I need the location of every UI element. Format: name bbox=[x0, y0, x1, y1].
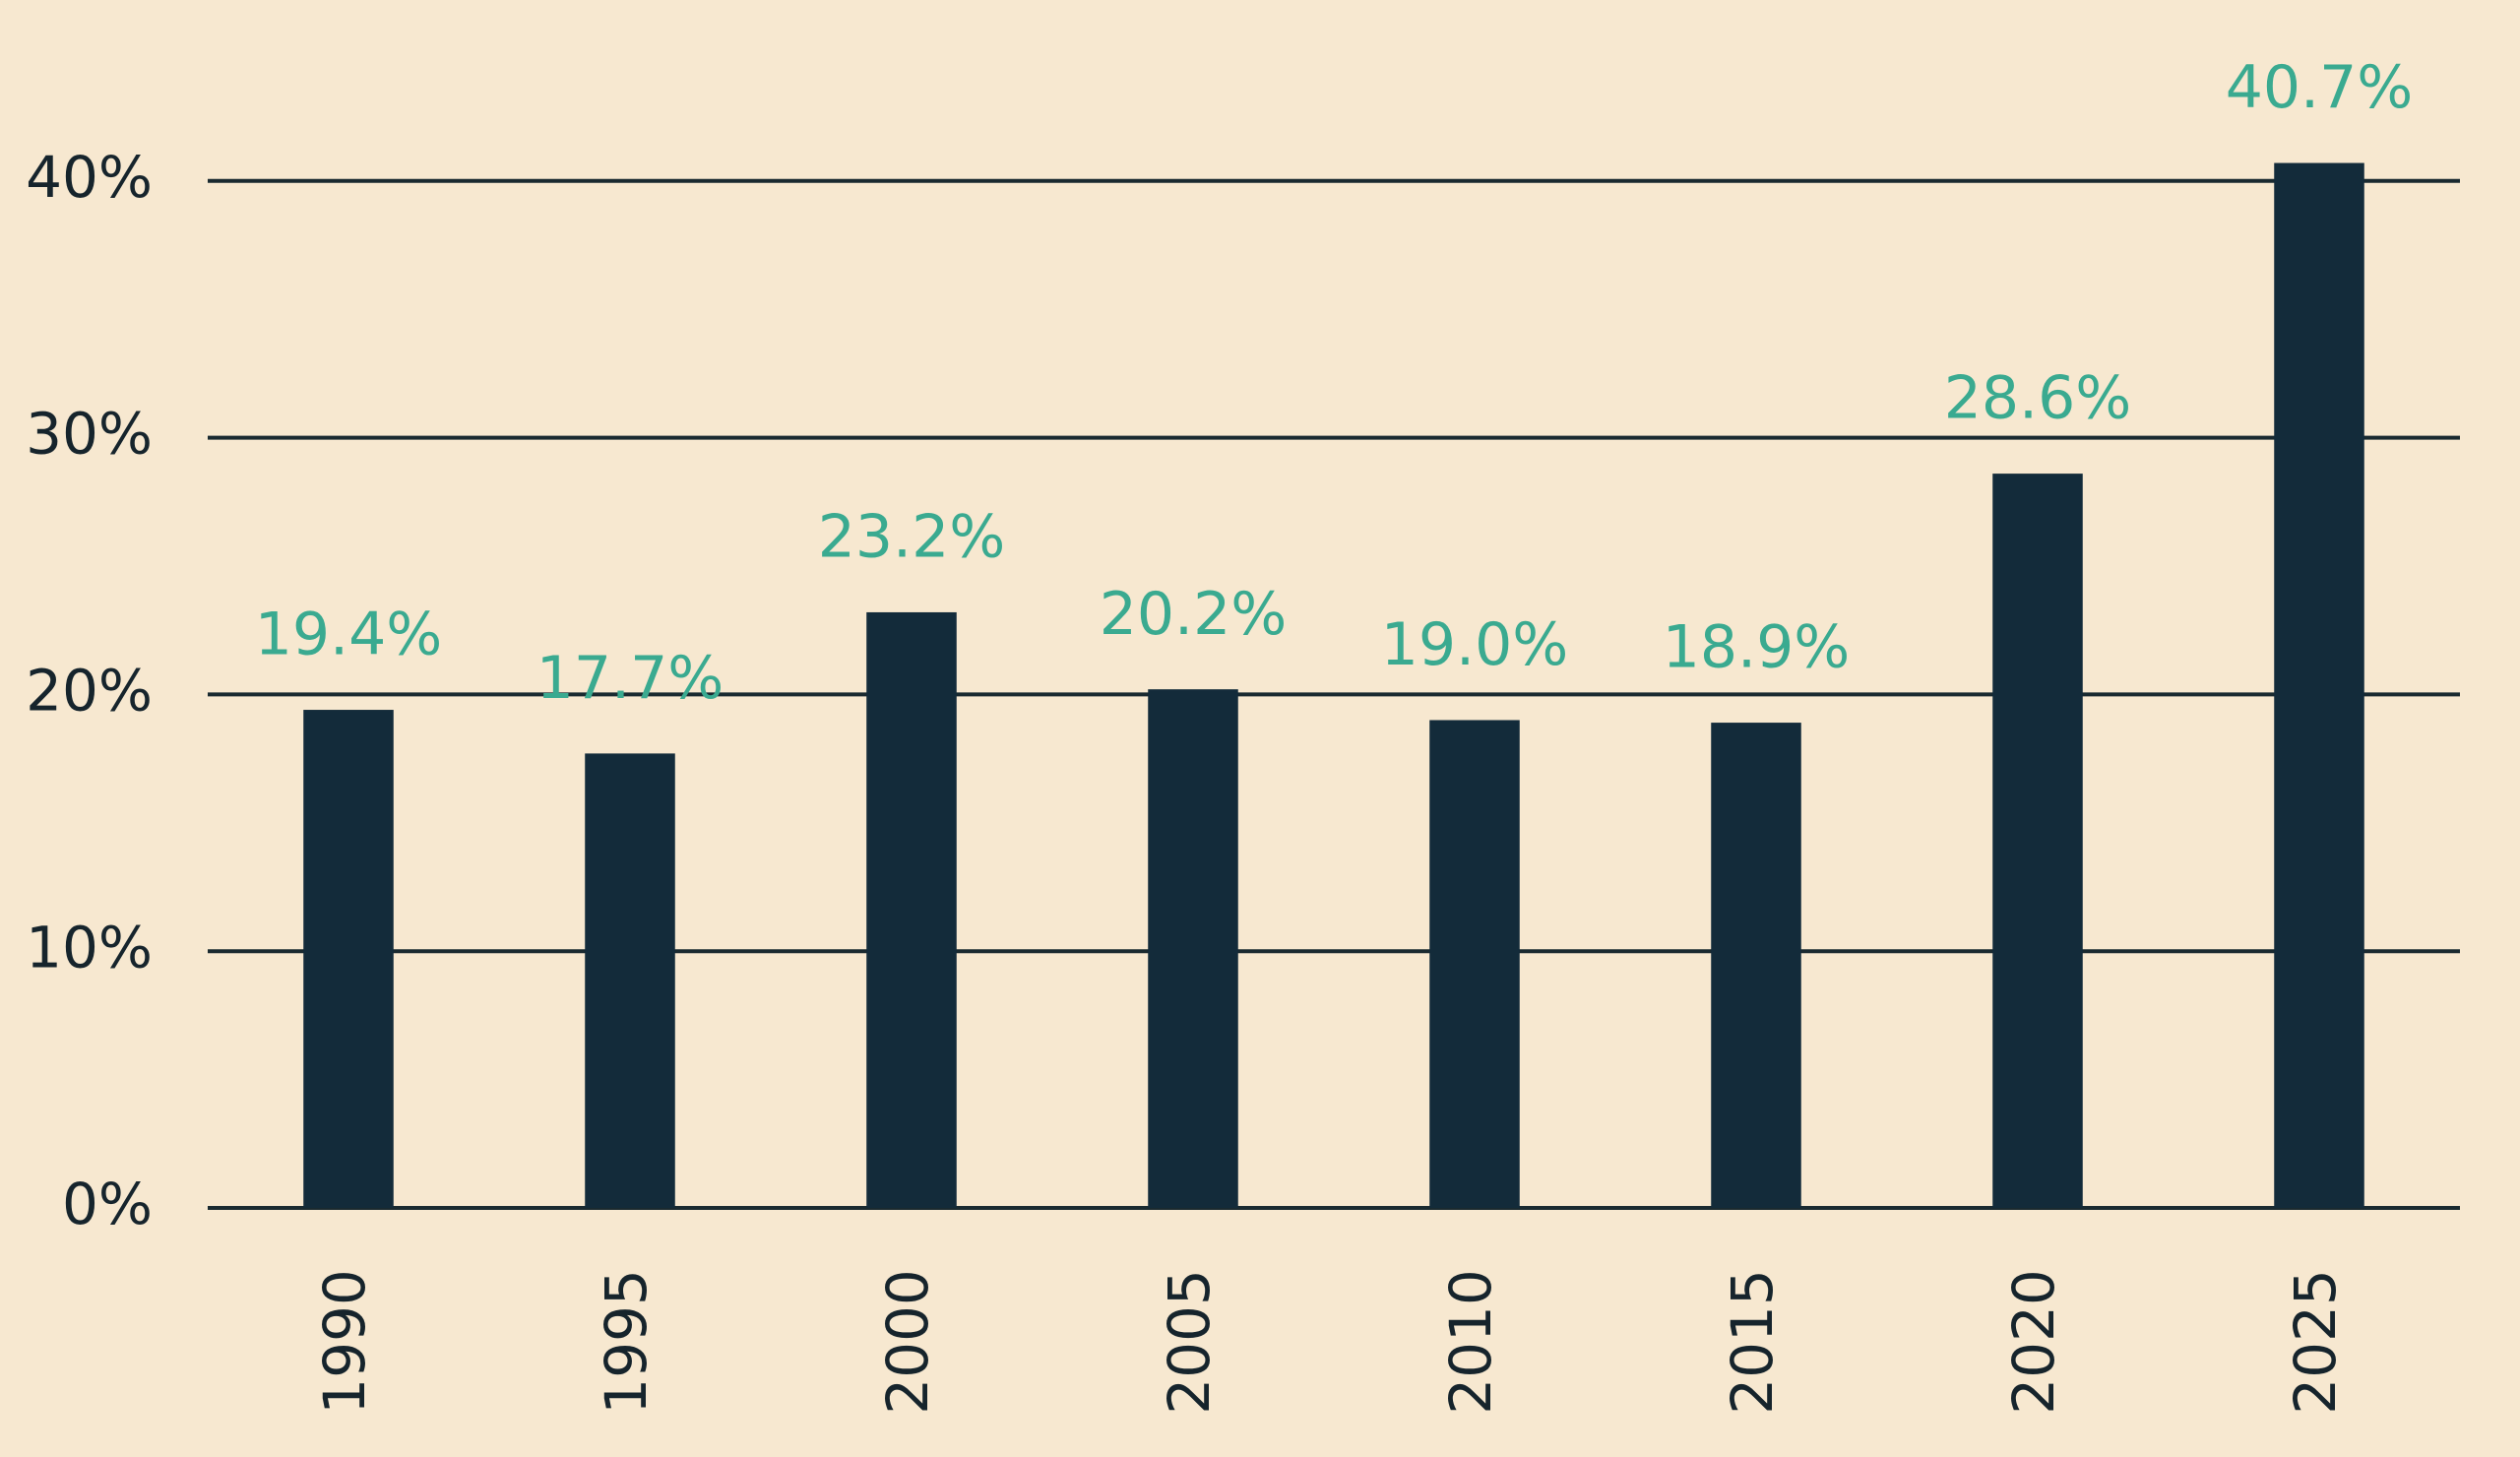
y-tick-label: 30% bbox=[26, 401, 153, 468]
value-label: 23.2% bbox=[818, 503, 1006, 572]
value-label: 18.9% bbox=[1663, 613, 1851, 682]
value-label: 19.0% bbox=[1381, 610, 1569, 679]
value-label: 40.7% bbox=[2226, 53, 2414, 122]
value-label: 20.2% bbox=[1100, 580, 1288, 649]
x-tick-label: 2020 bbox=[2000, 1269, 2067, 1415]
value-label: 17.7% bbox=[536, 644, 724, 713]
y-tick-label: 10% bbox=[26, 914, 153, 981]
x-tick-label: 2010 bbox=[1437, 1269, 1504, 1415]
y-tick-label: 40% bbox=[26, 144, 153, 211]
x-tick-label: 1990 bbox=[311, 1269, 378, 1415]
bar bbox=[585, 753, 675, 1208]
bar bbox=[1429, 720, 1520, 1208]
x-tick-label: 2025 bbox=[2282, 1269, 2349, 1415]
x-tick-label: 2000 bbox=[874, 1269, 941, 1415]
bar bbox=[1711, 723, 1801, 1208]
value-label: 19.4% bbox=[255, 601, 443, 669]
x-tick-label: 1995 bbox=[593, 1269, 660, 1415]
bar bbox=[303, 710, 394, 1208]
y-tick-label: 20% bbox=[26, 658, 153, 725]
bar bbox=[1992, 474, 2083, 1208]
bar bbox=[866, 611, 957, 1208]
x-tick-label: 2005 bbox=[1156, 1269, 1223, 1415]
bar bbox=[1148, 689, 1238, 1208]
bar bbox=[2274, 162, 2364, 1209]
y-tick-label: 0% bbox=[62, 1171, 153, 1237]
value-label: 28.6% bbox=[1944, 364, 2132, 433]
x-tick-label: 2015 bbox=[1719, 1269, 1786, 1415]
